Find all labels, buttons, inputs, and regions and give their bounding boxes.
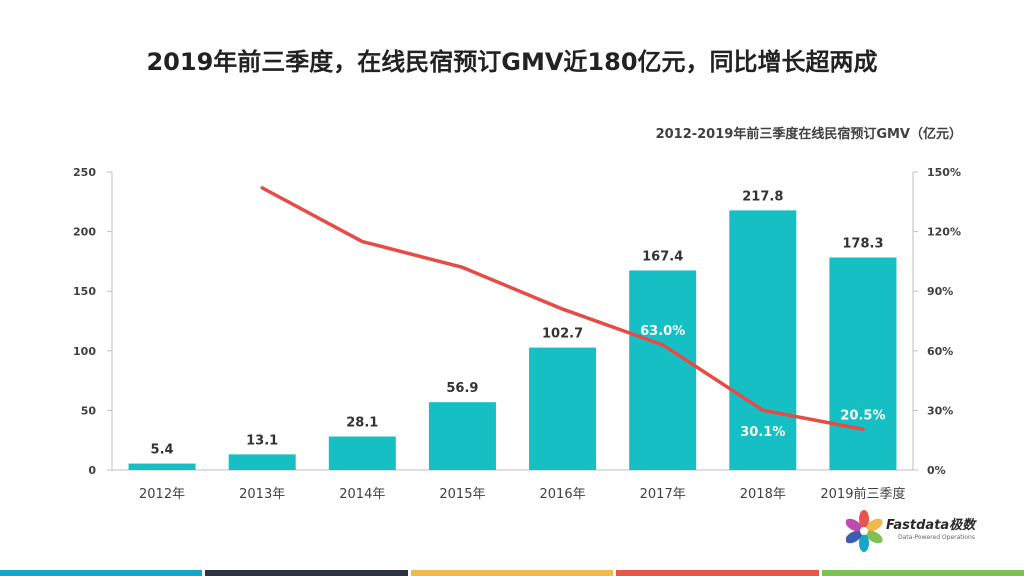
growth-value-label: 30.1%: [740, 425, 785, 440]
growth-value-label: 20.5%: [840, 408, 885, 423]
x-tick-label: 2013年: [239, 487, 285, 502]
growth-value-label: 63.0%: [640, 324, 685, 339]
bar-value-label: 167.4: [642, 249, 683, 264]
y-left-tick-label: 200: [73, 226, 96, 239]
bar: [228, 454, 296, 470]
y-right-tick-label: 150%: [927, 166, 961, 179]
y-left-tick-label: 150: [73, 285, 96, 298]
bar: [529, 347, 597, 470]
y-left-tick-label: 250: [73, 166, 96, 179]
x-tick-label: 2014年: [339, 487, 385, 502]
flower-logo-icon: [845, 510, 883, 552]
y-right-tick-label: 30%: [927, 404, 953, 417]
y-left-tick-label: 0: [88, 464, 96, 477]
bar: [328, 436, 396, 470]
logo-tagline: Data-Powered Operations: [898, 534, 975, 541]
bar-value-label: 217.8: [742, 189, 783, 204]
footer-stripe-segment: [0, 570, 203, 576]
x-tick-label: 2018年: [740, 487, 786, 502]
y-right-tick-label: 60%: [927, 345, 953, 358]
y-right-tick-label: 90%: [927, 285, 953, 298]
bar-value-label: 178.3: [842, 236, 883, 251]
bar-value-label: 13.1: [246, 433, 278, 448]
bar-value-label: 102.7: [542, 327, 583, 342]
footer-stripe-segment: [205, 570, 408, 576]
y-right-tick-label: 0%: [927, 464, 946, 477]
x-tick-label: 2012年: [139, 487, 185, 502]
x-tick-label: 2015年: [439, 487, 485, 502]
page-title: 2019年前三季度，在线民宿预订GMV近180亿元，同比增长超两成: [146, 48, 878, 76]
x-tick-label: 2019前三季度: [820, 486, 905, 502]
logo: Fastdata极数 Data-Powered Operations: [845, 508, 996, 554]
bar: [629, 270, 697, 470]
bar: [128, 463, 196, 470]
bar-value-label: 5.4: [151, 443, 174, 458]
bar-value-label: 56.9: [446, 381, 478, 396]
chart-title: 2012-2019年前三季度在线民宿预订GMV（亿元）: [655, 127, 962, 142]
footer-stripe-segment: [821, 570, 1024, 576]
footer-stripe: [0, 570, 1024, 576]
y-right-tick-label: 120%: [927, 226, 961, 239]
bar: [829, 257, 897, 470]
y-left-tick-label: 100: [73, 345, 96, 358]
bar: [428, 402, 496, 470]
y-left-tick-label: 50: [81, 404, 97, 417]
bar-value-label: 28.1: [346, 416, 378, 431]
footer-stripe-segment: [410, 570, 614, 576]
bar: [729, 210, 797, 471]
x-tick-label: 2016年: [540, 487, 586, 502]
logo-brand: Fastdata极数: [886, 518, 976, 533]
footer-stripe-segment: [616, 570, 819, 576]
x-tick-label: 2017年: [640, 487, 686, 502]
